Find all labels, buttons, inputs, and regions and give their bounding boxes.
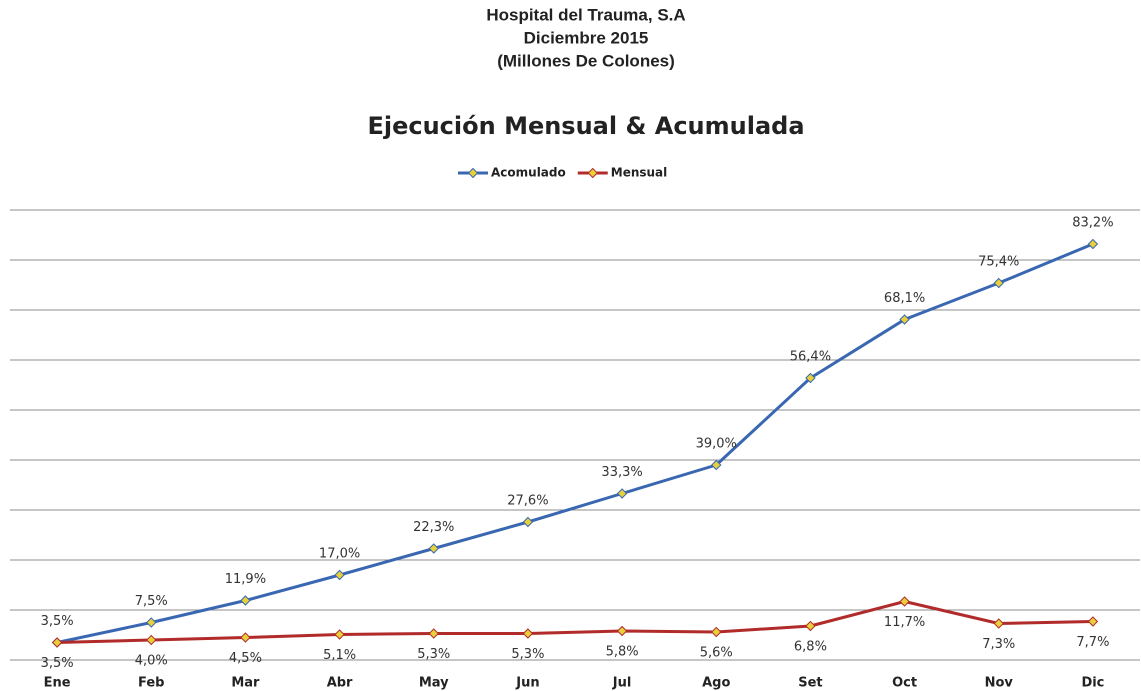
value-label: 5,6%	[700, 646, 733, 661]
x-tick-label: Set	[798, 676, 822, 691]
value-label: 5,3%	[511, 647, 544, 662]
marker	[1087, 616, 1099, 627]
marker	[711, 626, 722, 638]
chart-title: (Millones De Colones)	[497, 51, 675, 70]
x-tick-label: Abr	[327, 676, 353, 691]
marker	[899, 314, 910, 325]
x-tick-label: Ago	[702, 676, 730, 691]
chart-title: Diciembre 2015	[524, 28, 649, 47]
value-label: 7,3%	[982, 637, 1015, 652]
value-label: 33,3%	[601, 465, 642, 480]
legend-label: Acomulado	[491, 166, 566, 180]
value-label: 68,1%	[884, 291, 925, 306]
marker	[805, 620, 816, 632]
value-label: 39,0%	[696, 437, 737, 452]
value-label: 5,3%	[417, 647, 450, 662]
marker	[428, 543, 439, 554]
marker	[146, 634, 157, 646]
series-line	[56, 242, 1094, 644]
value-label: 56,4%	[790, 350, 831, 365]
x-tick-label: Ene	[44, 676, 71, 691]
marker	[993, 277, 1004, 289]
value-label: 5,8%	[606, 645, 639, 660]
value-label: 5,1%	[323, 648, 356, 663]
value-label: 75,4%	[978, 255, 1019, 270]
x-tick-label: Jun	[515, 676, 539, 691]
legend-marker	[587, 167, 598, 179]
x-tick-label: Feb	[138, 676, 164, 691]
value-label: 83,2%	[1072, 216, 1113, 231]
marker	[334, 629, 345, 640]
value-label: 4,0%	[135, 654, 168, 669]
marker	[711, 459, 722, 471]
x-tick-label: Dic	[1081, 676, 1104, 691]
marker	[522, 628, 534, 639]
value-label: 3,5%	[41, 614, 74, 629]
marker	[993, 618, 1004, 629]
x-tick-label: Jul	[612, 676, 632, 691]
x-tick-label: May	[419, 676, 449, 691]
marker	[428, 628, 439, 639]
marker	[522, 516, 534, 528]
marker	[616, 488, 628, 499]
marker	[1087, 238, 1099, 250]
marker	[616, 625, 628, 637]
value-label: 7,5%	[135, 594, 168, 609]
x-tick-label: Mar	[231, 676, 260, 691]
value-label: 27,6%	[507, 494, 548, 509]
marker	[334, 569, 345, 581]
value-label: 7,7%	[1076, 635, 1109, 650]
marker	[240, 595, 251, 606]
marker	[51, 637, 63, 648]
value-label: 11,7%	[884, 615, 925, 630]
series-line	[57, 600, 1093, 644]
value-label: 11,9%	[225, 572, 266, 587]
chart-subtitle: Ejecución Mensual & Acumulada	[367, 112, 804, 140]
value-label: 22,3%	[413, 520, 454, 535]
value-label: 4,5%	[229, 651, 262, 666]
value-label: 6,8%	[794, 640, 827, 655]
x-tick-label: Oct	[892, 676, 917, 691]
chart-title: Hospital del Trauma, S.A	[486, 5, 685, 24]
marker	[240, 632, 251, 643]
marker	[805, 372, 816, 384]
value-label: 3,5%	[41, 656, 74, 671]
x-tick-label: Nov	[985, 676, 1014, 691]
value-label: 17,0%	[319, 547, 360, 562]
marker	[899, 596, 910, 607]
legend-marker	[467, 167, 479, 179]
marker	[146, 617, 157, 628]
legend-label: Mensual	[611, 166, 668, 180]
